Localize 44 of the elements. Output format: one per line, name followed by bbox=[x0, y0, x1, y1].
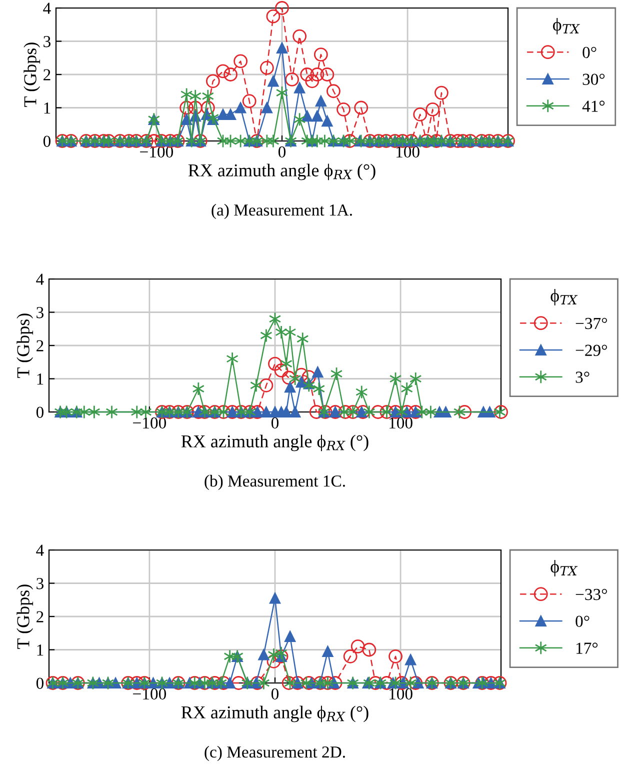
x-axis-title: RX azimuth angle ϕ$_{RX}$ (°) bbox=[188, 164, 376, 180]
legend-title: ϕ$_{TX}$ bbox=[550, 289, 578, 306]
legend-label: 3° bbox=[576, 372, 590, 383]
x-tick-label: 0 bbox=[271, 688, 279, 700]
legend-label: −37° bbox=[576, 318, 607, 330]
y-tick-label: 0 bbox=[36, 406, 44, 418]
y-tick-label: 2 bbox=[36, 340, 44, 352]
legend-title: ϕ$_{TX}$ bbox=[550, 560, 578, 576]
y-tick-label: 1 bbox=[44, 102, 50, 114]
x-axis-title: RX azimuth angle ϕ$_{RX}$ (°) bbox=[181, 706, 368, 722]
y-tick-label: 4 bbox=[43, 2, 51, 14]
legend-label: 17° bbox=[576, 642, 598, 654]
legend-label: −29° bbox=[576, 344, 607, 356]
text: (c) Measurement 2D. bbox=[204, 746, 345, 762]
y-tick-label: 0 bbox=[36, 678, 44, 689]
x-tick-label: 0 bbox=[271, 417, 279, 429]
text: (a) Measurement 1A. bbox=[212, 204, 352, 220]
text: (b) Measurement 1C. bbox=[204, 474, 345, 490]
x-axis-title: RX azimuth angle ϕ$_{RX}$ (°) bbox=[181, 434, 368, 452]
y-tick-label: 4 bbox=[36, 274, 44, 285]
legend-label: −33° bbox=[576, 588, 607, 600]
x-tick-label: 100 bbox=[390, 688, 412, 700]
y-tick-label: 2 bbox=[36, 611, 44, 622]
y-tick-label: 0 bbox=[43, 136, 51, 147]
y-tick-label: 3 bbox=[36, 306, 44, 318]
y-axis-title: T (Gbps) bbox=[16, 584, 34, 649]
x-tick-label: 100 bbox=[396, 146, 420, 158]
legend-title: ϕ$_{TX}$ bbox=[553, 18, 580, 34]
y-tick-label: 3 bbox=[36, 578, 44, 590]
y-tick-label: 1 bbox=[37, 644, 44, 656]
legend-label: 0° bbox=[582, 46, 596, 58]
legend-label: 0° bbox=[576, 616, 590, 627]
y-tick-label: 4 bbox=[36, 544, 44, 556]
y-tick-label: 3 bbox=[44, 36, 50, 48]
x-tick-label: 0 bbox=[278, 146, 286, 158]
y-axis-title: T (Gbps) bbox=[16, 314, 34, 378]
y-tick-label: 2 bbox=[44, 69, 50, 80]
legend-label: 30° bbox=[582, 74, 605, 85]
y-axis-title: T (Gbps) bbox=[24, 42, 40, 107]
x-tick-label: −100 bbox=[133, 417, 166, 429]
x-tick-label: 100 bbox=[390, 417, 412, 429]
legend-label: 41° bbox=[582, 100, 605, 112]
x-tick-label: −100 bbox=[133, 688, 166, 700]
y-tick-label: 1 bbox=[37, 374, 44, 385]
